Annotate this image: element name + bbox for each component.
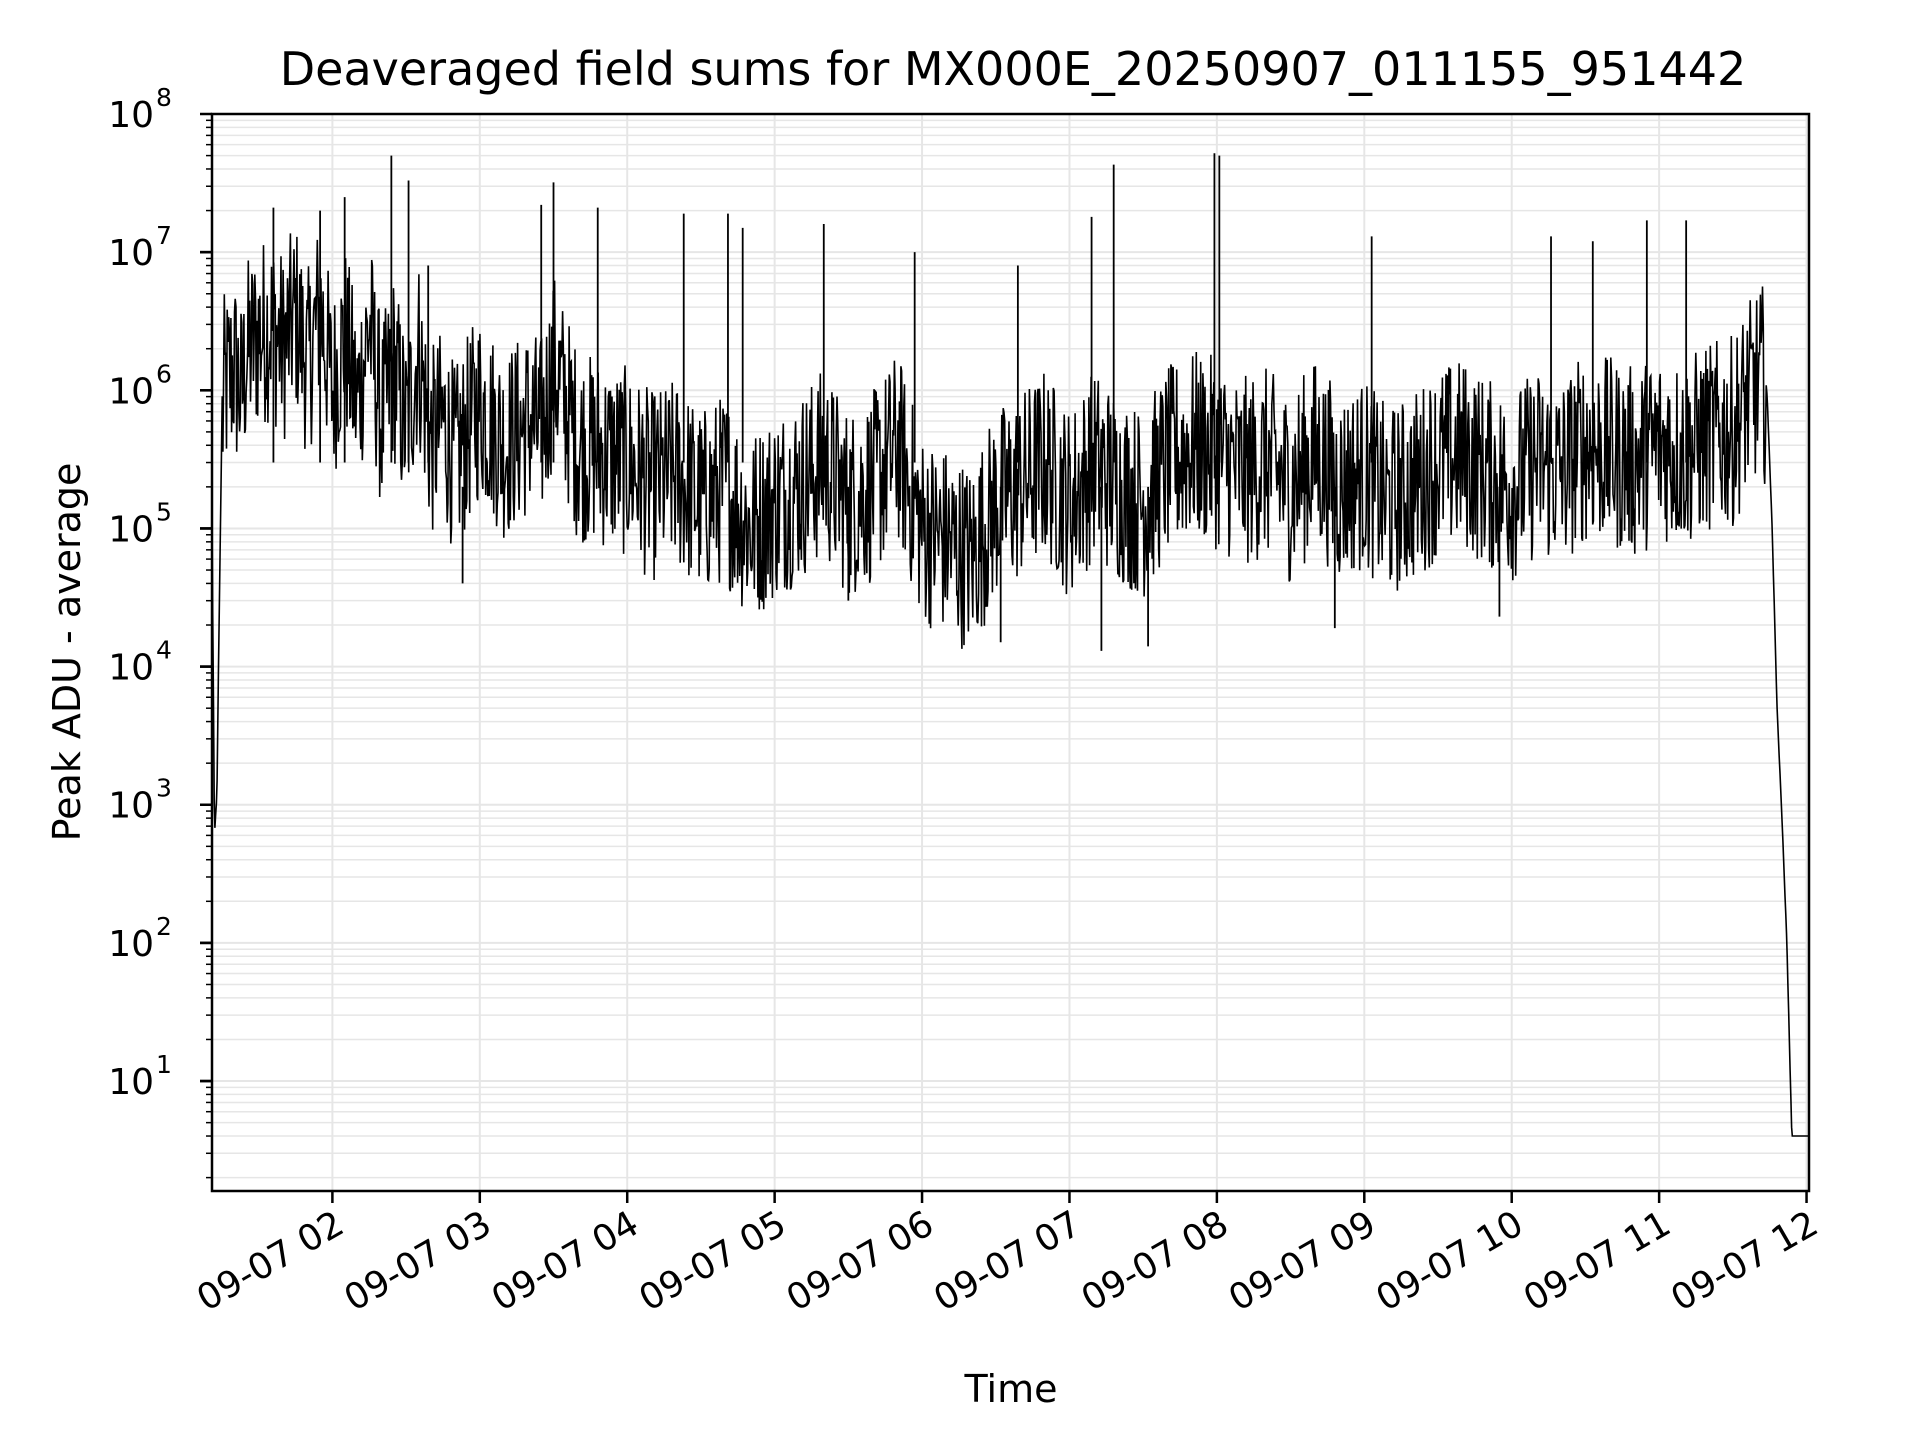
- y-tick-exponent: 2: [156, 912, 172, 941]
- y-tick-exponent: 6: [156, 359, 172, 388]
- y-tick-exponent: 5: [156, 497, 172, 526]
- y-tick-label: 10: [108, 648, 154, 689]
- y-tick-base: 10: [108, 95, 154, 136]
- chart-title: Deaveraged field sums for MX000E_2025090…: [280, 42, 1747, 96]
- series-line: [211, 233, 1809, 1137]
- y-tick-base: 10: [108, 509, 154, 550]
- y-tick-label: 10: [108, 371, 154, 412]
- y-tick-exponent: 8: [156, 83, 172, 112]
- series-layer: [211, 153, 1809, 1137]
- y-tick-label: 10: [108, 1062, 154, 1103]
- y-tick-base: 10: [108, 233, 154, 274]
- y-tick-label: 10: [108, 924, 154, 965]
- y-tick-base: 10: [108, 648, 154, 689]
- y-tick-base: 10: [108, 786, 154, 827]
- y-tick-label: 10: [108, 509, 154, 550]
- y-tick-base: 10: [108, 371, 154, 412]
- x-axis-label: Time: [964, 1367, 1058, 1411]
- y-tick-label: 10: [108, 95, 154, 136]
- plot-frame: [210, 112, 1811, 1193]
- y-tick-label: 10: [108, 233, 154, 274]
- y-tick-base: 10: [108, 924, 154, 965]
- y-tick-exponent: 7: [156, 221, 172, 250]
- y-tick-label: 10: [108, 786, 154, 827]
- y-axis-label: Peak ADU - average: [45, 463, 89, 842]
- y-tick-base: 10: [108, 1062, 154, 1103]
- y-tick-exponent: 3: [156, 774, 172, 803]
- y-tick-exponent: 4: [156, 636, 172, 665]
- y-tick-exponent: 1: [156, 1050, 172, 1079]
